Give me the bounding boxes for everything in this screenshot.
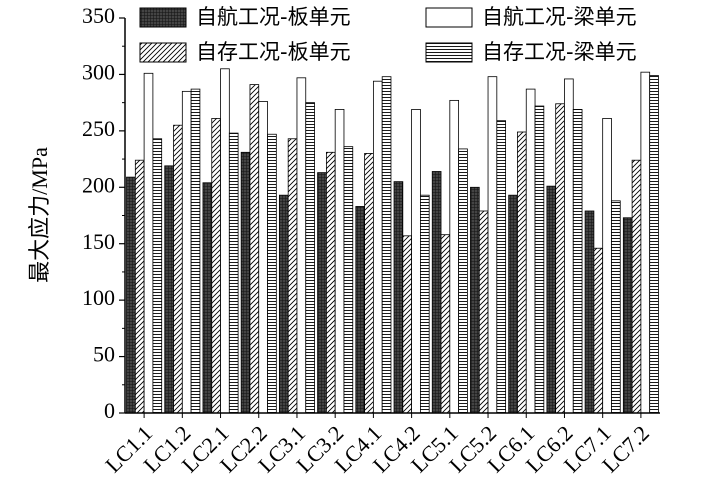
bar [440, 234, 451, 414]
bar [164, 165, 174, 414]
bar [228, 132, 239, 414]
bar [202, 182, 213, 414]
bar [431, 171, 442, 414]
legend-swatch [425, 7, 473, 28]
bar [249, 84, 260, 414]
bar [181, 90, 192, 414]
bar [572, 109, 583, 414]
bar [317, 172, 327, 414]
bar [364, 153, 374, 414]
bar [134, 159, 145, 414]
y-tick-label: 300 [82, 59, 115, 84]
bar [343, 146, 354, 414]
bar [508, 194, 518, 414]
bar [190, 88, 201, 414]
y-tick-label: 100 [82, 285, 115, 310]
bar [611, 200, 621, 414]
bar [631, 159, 642, 414]
legend-label: 自存工况-梁单元 [482, 40, 637, 64]
bar [525, 88, 536, 414]
legend-label: 自航工况-板单元 [196, 5, 351, 29]
bar [325, 151, 336, 414]
legend-label: 自存工况-板单元 [196, 40, 351, 64]
bar [458, 148, 468, 414]
y-axis-label: 最大应力/MPa [27, 147, 52, 283]
bar [555, 103, 565, 414]
bar [640, 71, 651, 414]
bar [296, 77, 307, 414]
bar [470, 186, 480, 414]
y-tick-label: 200 [82, 172, 115, 197]
bar [278, 194, 289, 414]
bar [220, 68, 230, 414]
bar [173, 124, 183, 414]
bar [419, 194, 430, 414]
bar [411, 109, 421, 414]
bar [305, 102, 315, 414]
bar [602, 118, 612, 414]
y-tick-label: 0 [104, 398, 115, 423]
bar [584, 210, 595, 414]
bar [211, 118, 221, 414]
bar [517, 131, 527, 414]
bar [355, 206, 366, 414]
bar [372, 80, 383, 414]
bar [287, 138, 298, 414]
bar [487, 76, 498, 414]
bar [478, 210, 489, 414]
bar [496, 120, 507, 414]
bar [143, 72, 154, 414]
legend-swatch [139, 42, 187, 63]
bar [546, 185, 557, 414]
legend-label: 自航工况-梁单元 [482, 5, 637, 29]
bar [393, 181, 404, 414]
bar [564, 78, 574, 414]
bar [240, 151, 251, 414]
y-tick-label: 150 [82, 229, 115, 254]
bar [334, 109, 345, 414]
bar [126, 176, 136, 414]
bar [152, 138, 163, 414]
bar [381, 76, 392, 414]
bar [649, 75, 659, 414]
bar [449, 99, 460, 414]
legend-swatch [425, 42, 473, 63]
bar [258, 101, 268, 414]
y-tick-label: 250 [82, 116, 115, 141]
y-tick-label: 50 [93, 342, 115, 367]
bar [402, 235, 413, 414]
bar [593, 247, 604, 414]
y-tick-label: 350 [82, 3, 115, 28]
bar [622, 217, 633, 414]
bar [534, 105, 545, 414]
bar [267, 133, 277, 414]
legend-swatch [139, 7, 187, 28]
